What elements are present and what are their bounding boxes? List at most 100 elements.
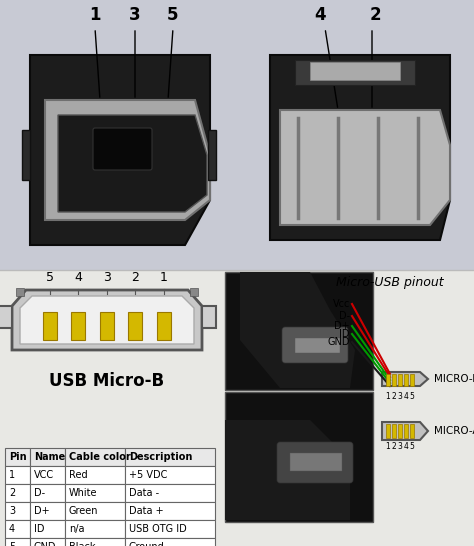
Bar — [404, 424, 408, 438]
Bar — [5, 502, 30, 520]
Bar — [225, 392, 373, 522]
Bar — [30, 502, 65, 520]
Bar — [65, 484, 125, 502]
Text: 2: 2 — [392, 392, 396, 401]
Text: 1: 1 — [89, 6, 101, 24]
Bar — [5, 466, 30, 484]
Polygon shape — [12, 290, 202, 350]
Text: D-: D- — [339, 311, 350, 321]
Bar — [128, 312, 143, 340]
Bar — [5, 538, 30, 546]
Text: USB OTG ID: USB OTG ID — [129, 524, 187, 534]
Polygon shape — [30, 55, 210, 245]
Polygon shape — [382, 372, 428, 386]
Bar — [398, 374, 402, 386]
Bar — [125, 484, 215, 502]
Bar — [290, 453, 342, 471]
Bar — [410, 374, 414, 386]
Bar — [392, 424, 396, 438]
Polygon shape — [58, 115, 207, 212]
Text: Green: Green — [69, 506, 99, 516]
Polygon shape — [240, 272, 355, 388]
Bar — [30, 520, 65, 538]
Text: n/a: n/a — [69, 524, 84, 534]
Bar — [72, 312, 85, 340]
Bar — [0, 270, 474, 546]
Bar — [65, 466, 125, 484]
Text: MICRO-A: MICRO-A — [434, 426, 474, 436]
Bar — [392, 374, 396, 386]
Text: Ground: Ground — [129, 542, 165, 546]
Bar — [30, 484, 65, 502]
Text: GND: GND — [34, 542, 56, 546]
Polygon shape — [280, 110, 450, 225]
Text: 5: 5 — [410, 392, 414, 401]
Bar — [157, 312, 171, 340]
Bar — [125, 448, 215, 466]
Bar — [30, 466, 65, 484]
Text: 5: 5 — [9, 542, 15, 546]
FancyBboxPatch shape — [93, 128, 152, 170]
Text: Cable color: Cable color — [69, 452, 131, 462]
Text: Red: Red — [69, 470, 88, 480]
Bar — [0, 306, 12, 328]
Text: 4: 4 — [74, 271, 82, 284]
Bar — [208, 130, 216, 180]
Bar — [0, 0, 474, 270]
Bar — [398, 424, 402, 438]
Text: 2: 2 — [9, 488, 15, 498]
Text: 1: 1 — [386, 392, 391, 401]
Bar — [5, 448, 30, 466]
Text: Micro-USB pinout: Micro-USB pinout — [336, 276, 444, 289]
Bar — [22, 130, 30, 180]
Text: MICRO-B: MICRO-B — [434, 374, 474, 384]
Text: 5: 5 — [167, 6, 179, 24]
Bar — [65, 538, 125, 546]
Text: GND: GND — [328, 337, 350, 347]
Text: 3: 3 — [398, 392, 402, 401]
Bar — [65, 520, 125, 538]
Bar — [386, 374, 390, 386]
Text: 1: 1 — [160, 271, 168, 284]
Polygon shape — [270, 55, 450, 240]
Bar — [5, 520, 30, 538]
Bar — [125, 466, 215, 484]
Text: 3: 3 — [9, 506, 15, 516]
Polygon shape — [20, 296, 194, 344]
Bar — [16, 288, 24, 296]
Bar — [125, 538, 215, 546]
Text: 4: 4 — [403, 392, 409, 401]
FancyBboxPatch shape — [282, 327, 348, 363]
Text: +5 VDC: +5 VDC — [129, 470, 167, 480]
Text: ID: ID — [34, 524, 45, 534]
Bar — [5, 484, 30, 502]
Bar — [100, 312, 114, 340]
Text: 3: 3 — [129, 6, 141, 24]
Text: 1: 1 — [386, 442, 391, 451]
Text: White: White — [69, 488, 98, 498]
Bar — [310, 62, 400, 80]
Bar — [404, 374, 408, 386]
Bar — [386, 424, 390, 438]
Bar — [65, 502, 125, 520]
Bar — [43, 312, 57, 340]
Bar — [65, 448, 125, 466]
Bar — [295, 338, 340, 353]
Bar — [410, 424, 414, 438]
Text: 1: 1 — [9, 470, 15, 480]
Polygon shape — [225, 420, 350, 520]
Text: D+: D+ — [334, 321, 350, 331]
Text: 3: 3 — [103, 271, 111, 284]
Bar — [295, 60, 415, 85]
Bar — [125, 520, 215, 538]
Text: Data -: Data - — [129, 488, 159, 498]
Text: Data +: Data + — [129, 506, 164, 516]
Text: 3: 3 — [398, 442, 402, 451]
Text: Pin: Pin — [9, 452, 27, 462]
Text: 5: 5 — [46, 271, 54, 284]
Bar — [30, 538, 65, 546]
Text: D-: D- — [34, 488, 45, 498]
Bar — [225, 272, 373, 390]
Text: VCC: VCC — [34, 470, 54, 480]
Text: 2: 2 — [392, 442, 396, 451]
